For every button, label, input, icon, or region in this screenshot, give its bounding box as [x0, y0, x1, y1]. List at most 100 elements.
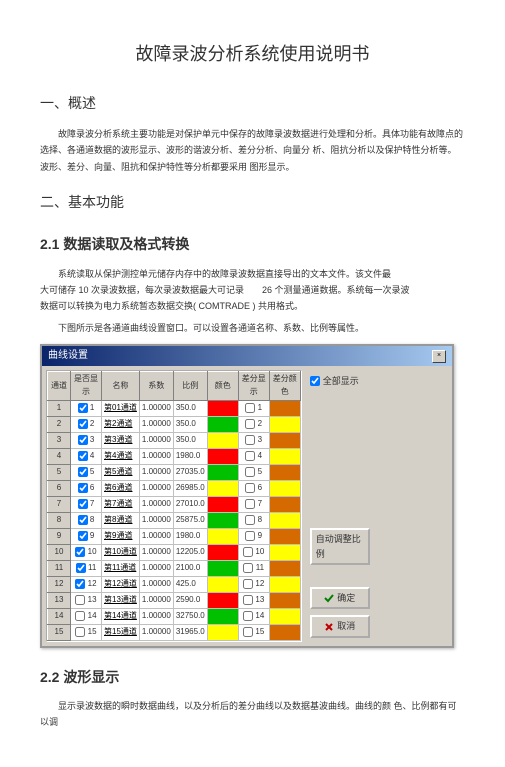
- show-checkbox[interactable]: 11: [71, 560, 102, 576]
- color-cell[interactable]: [207, 512, 238, 528]
- coef-cell[interactable]: 1.00000: [139, 512, 173, 528]
- coef-cell[interactable]: 1.00000: [139, 480, 173, 496]
- coef-cell[interactable]: 1.00000: [139, 416, 173, 432]
- row-index[interactable]: 12: [48, 576, 71, 592]
- col-header[interactable]: 差分显示: [238, 372, 269, 401]
- show-checkbox[interactable]: 5: [71, 464, 102, 480]
- coef-cell[interactable]: 1.00000: [139, 528, 173, 544]
- show-checkbox[interactable]: 3: [71, 432, 102, 448]
- col-header[interactable]: 名称: [102, 372, 140, 401]
- diff-color-cell[interactable]: [269, 592, 300, 608]
- diff-color-cell[interactable]: [269, 480, 300, 496]
- color-cell[interactable]: [207, 432, 238, 448]
- color-cell[interactable]: [207, 480, 238, 496]
- row-index[interactable]: 5: [48, 464, 71, 480]
- diff-show-checkbox[interactable]: 9: [238, 528, 269, 544]
- diff-color-cell[interactable]: [269, 400, 300, 416]
- diff-show-checkbox[interactable]: 15: [238, 624, 269, 640]
- ratio-cell[interactable]: 2100.0: [173, 560, 207, 576]
- row-index[interactable]: 4: [48, 448, 71, 464]
- color-cell[interactable]: [207, 592, 238, 608]
- color-cell[interactable]: [207, 400, 238, 416]
- row-index[interactable]: 7: [48, 496, 71, 512]
- color-cell[interactable]: [207, 624, 238, 640]
- coef-cell[interactable]: 1.00000: [139, 448, 173, 464]
- diff-color-cell[interactable]: [269, 544, 300, 560]
- show-checkbox[interactable]: 14: [71, 608, 102, 624]
- diff-show-checkbox[interactable]: 8: [238, 512, 269, 528]
- diff-show-checkbox[interactable]: 2: [238, 416, 269, 432]
- diff-color-cell[interactable]: [269, 464, 300, 480]
- show-all-checkbox[interactable]: 全部显示: [310, 374, 370, 388]
- diff-color-cell[interactable]: [269, 416, 300, 432]
- ratio-cell[interactable]: 350.0: [173, 400, 207, 416]
- ratio-cell[interactable]: 27035.0: [173, 464, 207, 480]
- ratio-cell[interactable]: 350.0: [173, 416, 207, 432]
- ratio-cell[interactable]: 12205.0: [173, 544, 207, 560]
- color-cell[interactable]: [207, 560, 238, 576]
- row-index[interactable]: 9: [48, 528, 71, 544]
- show-checkbox[interactable]: 10: [71, 544, 102, 560]
- ratio-cell[interactable]: 1980.0: [173, 448, 207, 464]
- coef-cell[interactable]: 1.00000: [139, 608, 173, 624]
- coef-cell[interactable]: 1.00000: [139, 544, 173, 560]
- diff-show-checkbox[interactable]: 14: [238, 608, 269, 624]
- row-index[interactable]: 3: [48, 432, 71, 448]
- show-checkbox[interactable]: 12: [71, 576, 102, 592]
- diff-color-cell[interactable]: [269, 512, 300, 528]
- row-index[interactable]: 11: [48, 560, 71, 576]
- col-header[interactable]: 颜色: [207, 372, 238, 401]
- channel-name-cell[interactable]: 第6通道: [102, 480, 140, 496]
- col-header[interactable]: 比例: [173, 372, 207, 401]
- ratio-cell[interactable]: 2590.0: [173, 592, 207, 608]
- channel-name-cell[interactable]: 第2通道: [102, 416, 140, 432]
- coef-cell[interactable]: 1.00000: [139, 496, 173, 512]
- color-cell[interactable]: [207, 528, 238, 544]
- diff-show-checkbox[interactable]: 3: [238, 432, 269, 448]
- ok-button[interactable]: 确定: [310, 587, 370, 609]
- row-index[interactable]: 6: [48, 480, 71, 496]
- diff-color-cell[interactable]: [269, 624, 300, 640]
- row-index[interactable]: 14: [48, 608, 71, 624]
- show-checkbox[interactable]: 15: [71, 624, 102, 640]
- channel-name-cell[interactable]: 第9通道: [102, 528, 140, 544]
- diff-show-checkbox[interactable]: 4: [238, 448, 269, 464]
- diff-show-checkbox[interactable]: 1: [238, 400, 269, 416]
- show-checkbox[interactable]: 6: [71, 480, 102, 496]
- channel-name-cell[interactable]: 第10通道: [102, 544, 140, 560]
- diff-color-cell[interactable]: [269, 432, 300, 448]
- show-checkbox[interactable]: 9: [71, 528, 102, 544]
- coef-cell[interactable]: 1.00000: [139, 400, 173, 416]
- show-checkbox[interactable]: 4: [71, 448, 102, 464]
- coef-cell[interactable]: 1.00000: [139, 592, 173, 608]
- ratio-cell[interactable]: 31965.0: [173, 624, 207, 640]
- diff-color-cell[interactable]: [269, 448, 300, 464]
- diff-show-checkbox[interactable]: 7: [238, 496, 269, 512]
- channel-name-cell[interactable]: 第4通道: [102, 448, 140, 464]
- coef-cell[interactable]: 1.00000: [139, 576, 173, 592]
- channel-name-cell[interactable]: 第7通道: [102, 496, 140, 512]
- row-index[interactable]: 15: [48, 624, 71, 640]
- cancel-button[interactable]: 取消: [310, 615, 370, 637]
- show-checkbox[interactable]: 8: [71, 512, 102, 528]
- channel-name-cell[interactable]: 第01通道: [102, 400, 140, 416]
- coef-cell[interactable]: 1.00000: [139, 560, 173, 576]
- ratio-cell[interactable]: 26985.0: [173, 480, 207, 496]
- row-index[interactable]: 1: [48, 400, 71, 416]
- color-cell[interactable]: [207, 496, 238, 512]
- ratio-cell[interactable]: 425.0: [173, 576, 207, 592]
- ratio-cell[interactable]: 25875.0: [173, 512, 207, 528]
- channel-name-cell[interactable]: 第11通道: [102, 560, 140, 576]
- row-index[interactable]: 8: [48, 512, 71, 528]
- show-checkbox[interactable]: 7: [71, 496, 102, 512]
- row-index[interactable]: 2: [48, 416, 71, 432]
- ratio-cell[interactable]: 27010.0: [173, 496, 207, 512]
- show-checkbox[interactable]: 13: [71, 592, 102, 608]
- col-header[interactable]: 系数: [139, 372, 173, 401]
- diff-show-checkbox[interactable]: 11: [238, 560, 269, 576]
- ratio-cell[interactable]: 32750.0: [173, 608, 207, 624]
- diff-color-cell[interactable]: [269, 528, 300, 544]
- diff-show-checkbox[interactable]: 12: [238, 576, 269, 592]
- col-header[interactable]: 通道: [48, 372, 71, 401]
- auto-scale-button[interactable]: 自动调整比例: [310, 528, 370, 565]
